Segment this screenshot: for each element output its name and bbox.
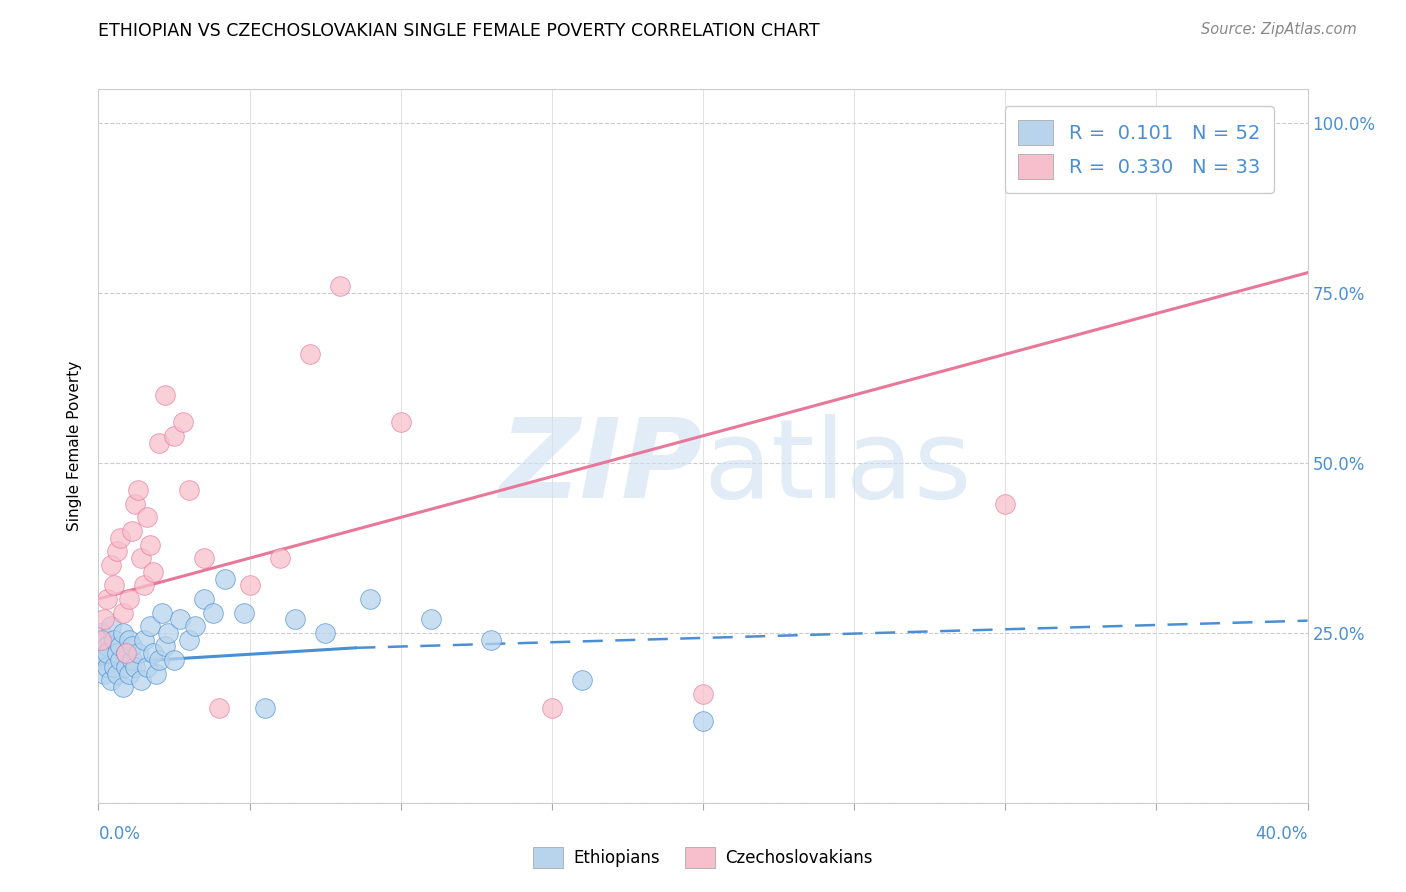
Point: [93, 666, 115, 681]
Text: ZIP: ZIP: [499, 414, 703, 521]
Point: [121, 653, 143, 667]
Point: [148, 435, 170, 450]
Point: [93, 612, 115, 626]
Point: [121, 640, 143, 654]
Point: [314, 626, 336, 640]
Point: [172, 415, 194, 429]
Point: [100, 673, 122, 688]
Legend: Ethiopians, Czechoslovakians: Ethiopians, Czechoslovakians: [527, 840, 879, 875]
Point: [284, 612, 307, 626]
Point: [202, 606, 225, 620]
Point: [114, 660, 136, 674]
Point: [239, 578, 262, 592]
Point: [111, 680, 134, 694]
Point: [132, 632, 155, 647]
Point: [232, 606, 254, 620]
Point: [179, 632, 201, 647]
Point: [114, 646, 136, 660]
Point: [135, 510, 157, 524]
Point: [103, 578, 125, 592]
Point: [208, 700, 231, 714]
Point: [103, 660, 125, 674]
Point: [142, 646, 165, 660]
Point: [692, 687, 714, 701]
Legend: R =  0.101   N = 52, R =  0.330   N = 33: R = 0.101 N = 52, R = 0.330 N = 33: [1004, 106, 1274, 193]
Text: ETHIOPIAN VS CZECHOSLOVAKIAN SINGLE FEMALE POVERTY CORRELATION CHART: ETHIOPIAN VS CZECHOSLOVAKIAN SINGLE FEMA…: [98, 22, 820, 40]
Point: [96, 660, 118, 674]
Point: [108, 531, 131, 545]
Point: [108, 640, 131, 654]
Point: [145, 666, 167, 681]
Point: [389, 415, 412, 429]
Point: [114, 646, 136, 660]
Point: [127, 646, 149, 660]
Point: [105, 646, 128, 660]
Y-axis label: Single Female Poverty: Single Female Poverty: [67, 361, 83, 531]
Point: [121, 524, 143, 538]
Point: [93, 653, 115, 667]
Point: [96, 646, 118, 660]
Point: [179, 483, 201, 498]
Point: [540, 700, 562, 714]
Point: [193, 591, 215, 606]
Point: [127, 483, 149, 498]
Point: [90, 646, 112, 660]
Point: [420, 612, 443, 626]
Point: [329, 279, 352, 293]
Point: [299, 347, 322, 361]
Point: [994, 497, 1017, 511]
Point: [100, 619, 122, 633]
Text: Source: ZipAtlas.com: Source: ZipAtlas.com: [1201, 22, 1357, 37]
Point: [96, 640, 118, 654]
Point: [100, 558, 122, 572]
Point: [132, 578, 155, 592]
Point: [135, 660, 157, 674]
Point: [153, 640, 176, 654]
Point: [111, 606, 134, 620]
Point: [124, 497, 146, 511]
Point: [184, 619, 207, 633]
Point: [360, 591, 382, 606]
Point: [163, 653, 186, 667]
Point: [129, 673, 152, 688]
Point: [214, 572, 236, 586]
Point: [163, 429, 186, 443]
Point: [124, 660, 146, 674]
Point: [93, 632, 115, 647]
Point: [142, 565, 165, 579]
Point: [156, 626, 179, 640]
Point: [571, 673, 593, 688]
Point: [253, 700, 276, 714]
Point: [118, 666, 141, 681]
Point: [103, 632, 125, 647]
Point: [692, 714, 714, 729]
Point: [148, 653, 170, 667]
Point: [269, 551, 291, 566]
Point: [193, 551, 215, 566]
Point: [118, 591, 141, 606]
Point: [481, 632, 503, 647]
Point: [118, 632, 141, 647]
Point: [153, 388, 176, 402]
Point: [169, 612, 191, 626]
Point: [90, 626, 112, 640]
Point: [129, 551, 152, 566]
Point: [139, 619, 162, 633]
Text: 40.0%: 40.0%: [1256, 825, 1308, 843]
Point: [150, 606, 173, 620]
Point: [105, 544, 128, 558]
Text: 0.0%: 0.0%: [98, 825, 141, 843]
Point: [105, 666, 128, 681]
Point: [108, 653, 131, 667]
Point: [90, 632, 112, 647]
Point: [139, 537, 162, 551]
Point: [111, 626, 134, 640]
Text: atlas: atlas: [703, 414, 972, 521]
Point: [96, 591, 118, 606]
